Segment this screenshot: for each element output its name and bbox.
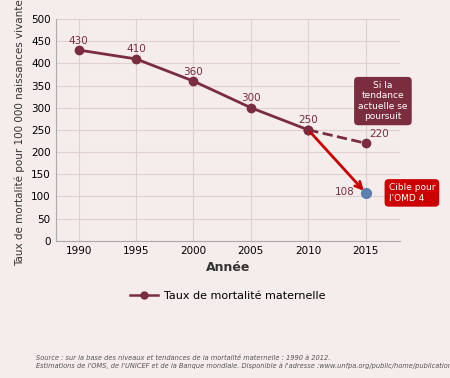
- Text: 300: 300: [241, 93, 261, 103]
- X-axis label: Année: Année: [206, 261, 250, 274]
- Text: 250: 250: [298, 115, 318, 125]
- Text: Si la
tendance
actuelle se
poursuit: Si la tendance actuelle se poursuit: [358, 81, 408, 137]
- Text: 410: 410: [126, 45, 146, 54]
- Text: Cible pour
l'OMD 4: Cible pour l'OMD 4: [371, 183, 435, 203]
- Text: Source : sur la base des niveaux et tendances de la mortalité maternelle : 1990 : Source : sur la base des niveaux et tend…: [36, 355, 450, 369]
- Text: 220: 220: [369, 129, 389, 139]
- Text: 430: 430: [69, 36, 89, 46]
- Text: 108: 108: [334, 187, 354, 197]
- Legend: Taux de mortalité maternelle: Taux de mortalité maternelle: [126, 286, 330, 305]
- Y-axis label: Taux de mortalité pour 100 000 naissances vivantes: Taux de mortalité pour 100 000 naissance…: [15, 0, 26, 266]
- Text: 360: 360: [184, 67, 203, 77]
